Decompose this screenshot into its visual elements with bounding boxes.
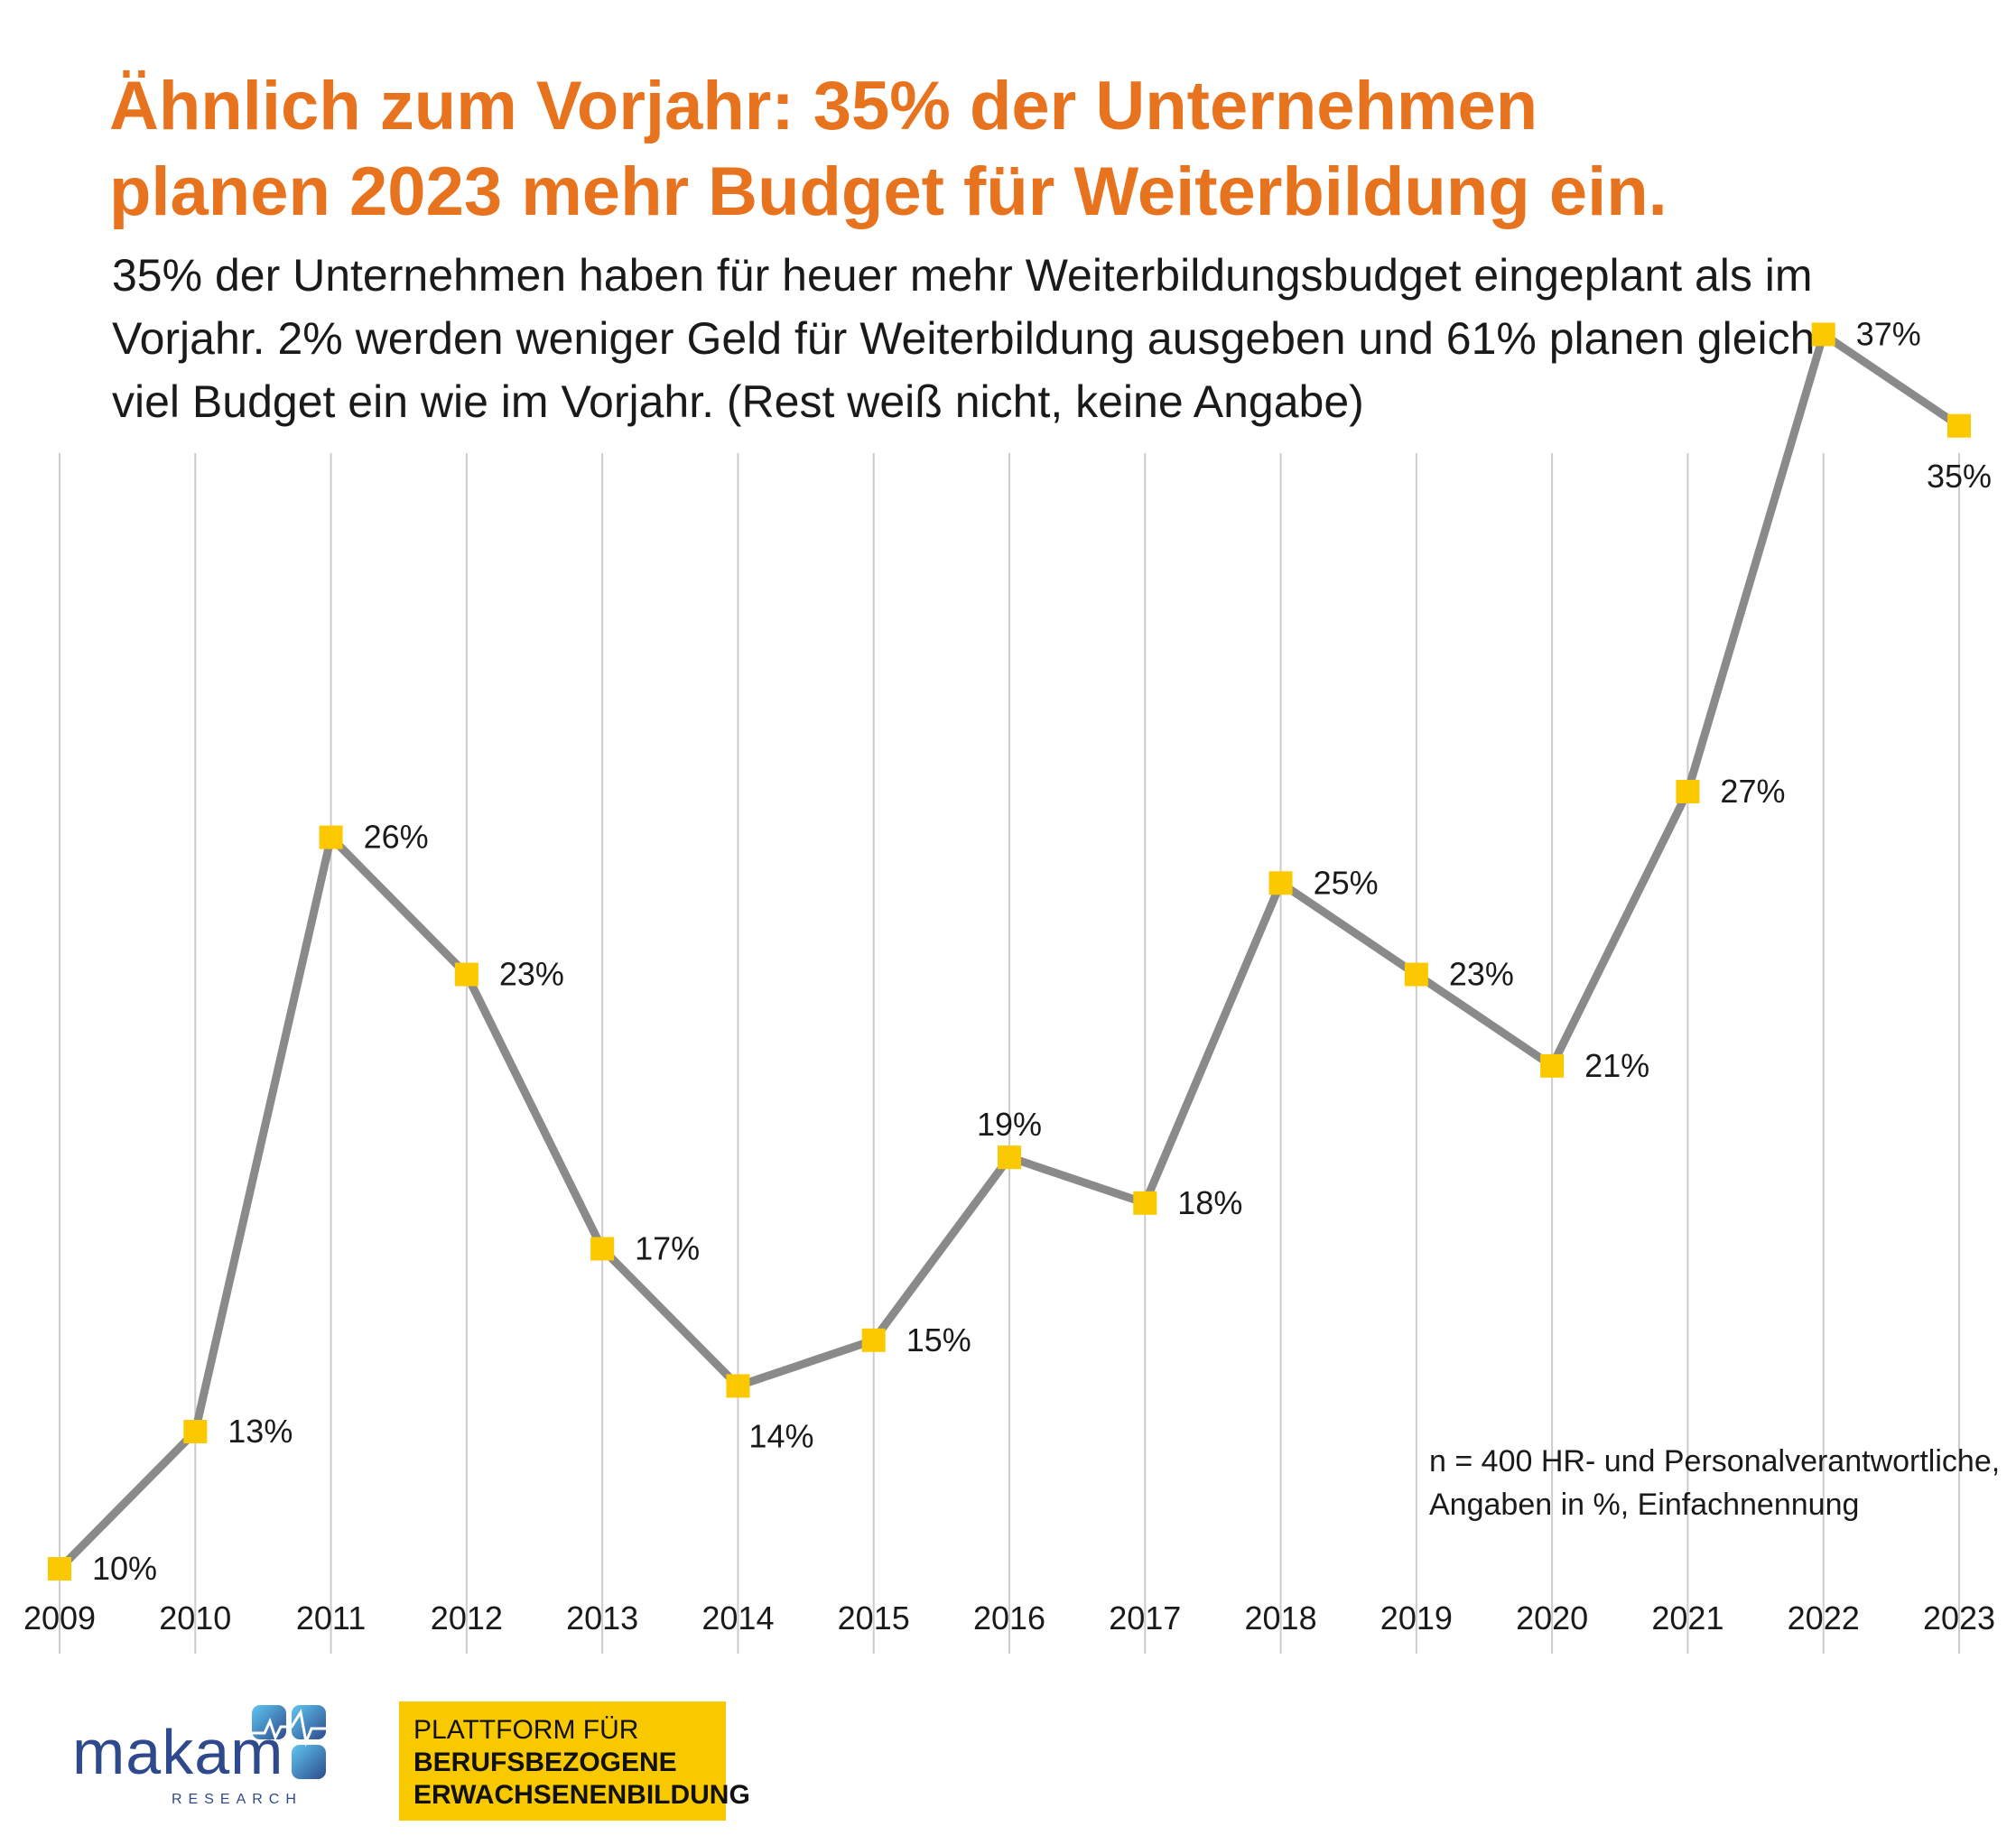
subtitle-line: Vorjahr. 2% werden weniger Geld für Weit… bbox=[112, 313, 1816, 364]
x-tick-2010: 2010 bbox=[159, 1599, 231, 1636]
data-label-2013: 17% bbox=[635, 1229, 700, 1266]
x-tick-2021: 2021 bbox=[1651, 1599, 1723, 1636]
data-point-2015 bbox=[861, 1328, 886, 1352]
x-tick-2020: 2020 bbox=[1516, 1599, 1588, 1636]
data-label-2014: 14% bbox=[748, 1417, 813, 1454]
data-point-2019 bbox=[1404, 962, 1428, 987]
data-label-2023: 35% bbox=[1927, 458, 1992, 495]
data-label-2012: 23% bbox=[499, 956, 564, 993]
x-tick-2014: 2014 bbox=[701, 1599, 774, 1636]
x-tick-2019: 2019 bbox=[1380, 1599, 1453, 1636]
x-tick-2018: 2018 bbox=[1245, 1599, 1317, 1636]
x-axis-ticks: 2009 2010 2011 2012 2013 2014 2015 2016 2017 2018… bbox=[23, 1599, 1995, 1636]
data-label-2018: 25% bbox=[1314, 864, 1379, 901]
x-tick-2022: 2022 bbox=[1788, 1599, 1860, 1636]
subtitle: 35% der Unternehmen haben für heuer mehr… bbox=[112, 244, 1827, 433]
x-tick-2012: 2012 bbox=[431, 1599, 503, 1636]
makam-wordmark: makam bbox=[72, 1717, 284, 1787]
x-tick-2023: 2023 bbox=[1923, 1599, 1995, 1636]
makam-mark-icon bbox=[248, 1705, 330, 1779]
data-point-2009 bbox=[48, 1557, 71, 1581]
makam-research-logo: makam RESEARCH bbox=[72, 1701, 343, 1819]
data-label-2016: 19% bbox=[977, 1106, 1042, 1143]
sample-note: n = 400 HR- und Personalverantwortliche,… bbox=[1429, 1440, 2000, 1526]
platform-line: PLATTFORM FÜR bbox=[413, 1715, 639, 1745]
platform-line: BERUFSBEZOGENE bbox=[413, 1748, 677, 1777]
x-tick-2015: 2015 bbox=[838, 1599, 910, 1636]
data-point-2017 bbox=[1133, 1191, 1157, 1215]
data-label-2019: 23% bbox=[1449, 956, 1514, 993]
data-label-2020: 21% bbox=[1584, 1047, 1649, 1084]
makam-subtitle: RESEARCH bbox=[172, 1792, 302, 1807]
note-line: n = 400 HR- und Personalverantwortliche, bbox=[1429, 1444, 2001, 1479]
page-title: Ähnlich zum Vorjahr: 35% der Unternehmen… bbox=[109, 63, 1915, 235]
data-point-2020 bbox=[1540, 1053, 1565, 1078]
data-label-2011: 26% bbox=[364, 819, 429, 856]
platform-logo: PLATTFORM FÜR BERUFSBEZOGENE ERWACHSENEN… bbox=[399, 1701, 750, 1821]
subtitle-line: 35% der Unternehmen haben für heuer mehr… bbox=[112, 250, 1813, 301]
data-label-2022: 37% bbox=[1856, 315, 1921, 352]
subtitle-line: viel Budget ein wie im Vorjahr. (Rest we… bbox=[112, 376, 1364, 427]
data-point-2013 bbox=[590, 1237, 615, 1261]
platform-line: ERWACHSENENBILDUNG bbox=[413, 1780, 750, 1810]
note-line: Angaben in %, Einfachnennung bbox=[1429, 1488, 1860, 1522]
data-point-2023 bbox=[1947, 413, 1971, 438]
title-line: Ähnlich zum Vorjahr: 35% der Unternehmen bbox=[109, 68, 1538, 144]
x-tick-2009: 2009 bbox=[23, 1599, 96, 1636]
x-tick-2013: 2013 bbox=[566, 1599, 638, 1636]
data-point-2011 bbox=[319, 825, 343, 849]
data-point-2014 bbox=[726, 1374, 750, 1398]
x-tick-2011: 2011 bbox=[296, 1599, 366, 1636]
data-point-2022 bbox=[1811, 322, 1835, 347]
grid-lines bbox=[59, 453, 1960, 1654]
data-point-2021 bbox=[1676, 779, 1700, 803]
data-label-layer: 10% 13% 26% 23% 17% 14% 15% 19% 18% 25% 23% 21% 27% 3… bbox=[92, 315, 1992, 1587]
data-label-2009: 10% bbox=[92, 1550, 157, 1587]
data-point-2012 bbox=[454, 962, 478, 987]
data-label-2015: 15% bbox=[906, 1321, 971, 1358]
marker-layer bbox=[48, 322, 1971, 1581]
x-tick-2017: 2017 bbox=[1109, 1599, 1181, 1636]
data-point-2016 bbox=[998, 1145, 1021, 1170]
line-chart: 10% 13% 26% 23% 17% 14% 15% 19% 18% 25% 23% 21% 27% 3… bbox=[23, 315, 1995, 1654]
title-line: planen 2023 mehr Budget für Weiterbildun… bbox=[109, 153, 1668, 230]
data-point-2010 bbox=[183, 1420, 208, 1444]
data-label-2017: 18% bbox=[1177, 1184, 1242, 1221]
x-tick-2016: 2016 bbox=[973, 1599, 1045, 1636]
data-label-2021: 27% bbox=[1720, 773, 1785, 810]
data-label-2010: 13% bbox=[228, 1413, 293, 1450]
data-point-2018 bbox=[1268, 871, 1293, 895]
